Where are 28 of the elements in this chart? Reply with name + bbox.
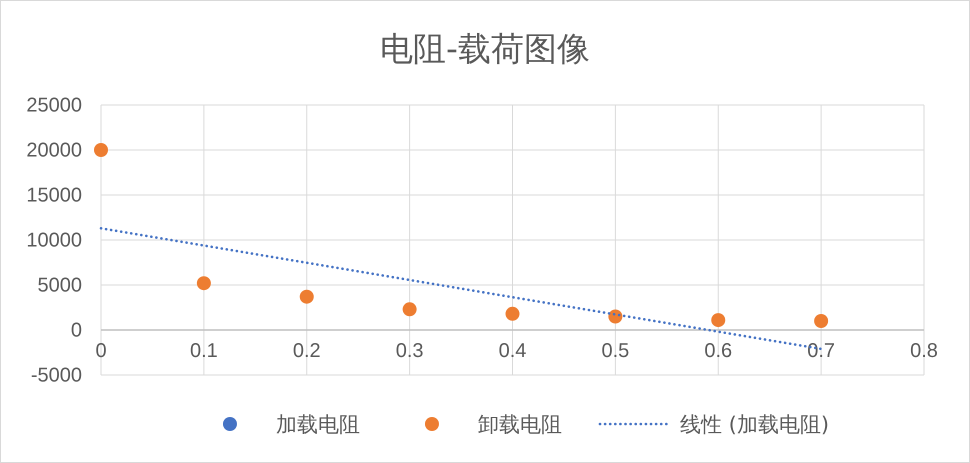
chart-title: 电阻-载荷图像: [380, 29, 590, 68]
point: [814, 314, 828, 328]
y-tick-label: 10000: [26, 229, 82, 252]
legend-label: 线性 (加载电阻): [680, 412, 830, 436]
legend-label: 卸载电阻: [478, 412, 562, 436]
legend-label: 加载电阻: [276, 412, 360, 436]
y-tick-label: -5000: [30, 364, 82, 386]
point: [300, 290, 314, 304]
point: [402, 302, 417, 316]
x-tick-label: 0.8: [910, 340, 938, 362]
point: [711, 313, 726, 328]
x-tick-label: 0.4: [498, 340, 526, 362]
point: [608, 310, 622, 324]
x-tick-label: 0: [95, 340, 107, 362]
point: [506, 306, 520, 321]
y-tick-label: 5000: [38, 274, 82, 296]
x-tick-label: 0.1: [190, 340, 218, 362]
x-tick-label: 0.2: [292, 340, 321, 362]
y-tick-label: 0: [70, 319, 82, 342]
x-tick-label: 0.5: [601, 340, 630, 362]
point: [94, 143, 108, 157]
x-tick-label: 0.3: [396, 340, 424, 362]
x-tick-label: 0.7: [807, 340, 836, 362]
y-tick-label: 20000: [26, 139, 82, 162]
point: [196, 276, 211, 290]
x-tick-label: 0.6: [704, 340, 732, 362]
y-tick-label: 15000: [26, 184, 82, 206]
y-tick-label: 25000: [26, 94, 82, 116]
